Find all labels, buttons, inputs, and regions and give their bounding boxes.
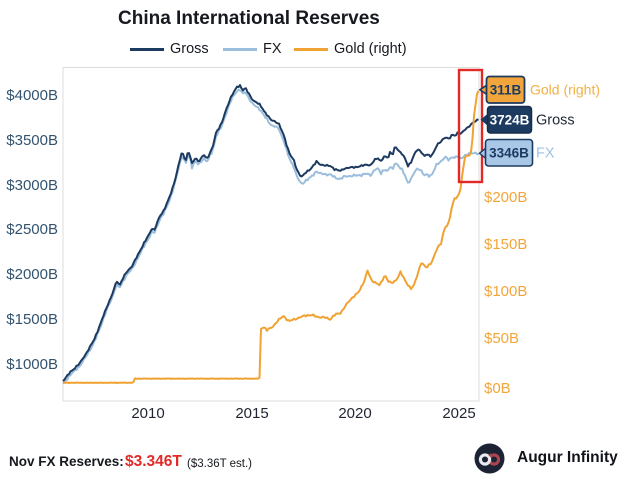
svg-text:Gross: Gross [536, 113, 575, 129]
svg-text:FX: FX [536, 146, 555, 162]
svg-text:Gold (right): Gold (right) [530, 82, 600, 98]
svg-text:311B: 311B [490, 83, 522, 98]
svg-text:3724B: 3724B [490, 113, 530, 128]
svg-text:3346B: 3346B [489, 146, 529, 161]
